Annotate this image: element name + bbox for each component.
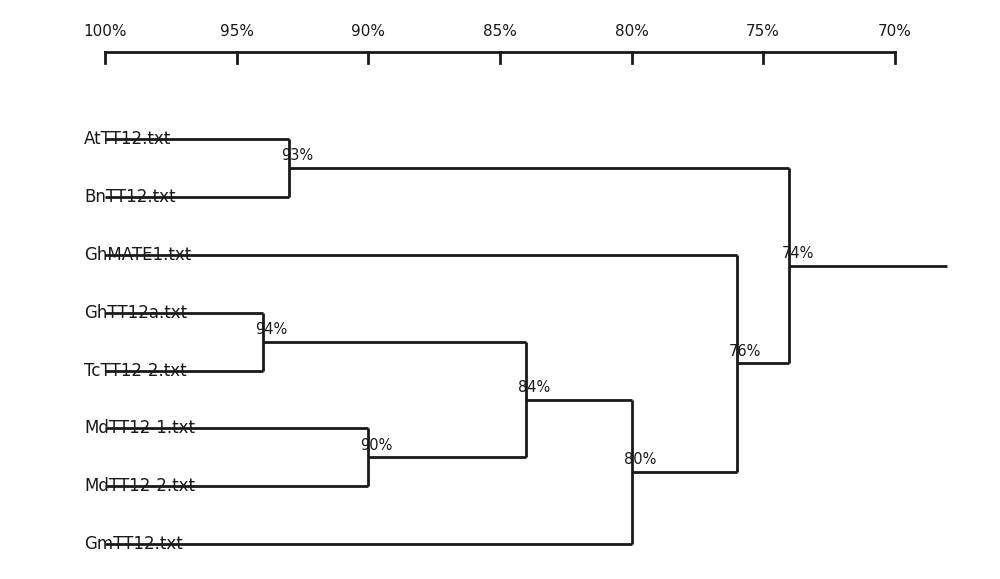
- Text: TcTT12-2.txt: TcTT12-2.txt: [84, 361, 187, 380]
- Text: BnTT12.txt: BnTT12.txt: [84, 188, 176, 206]
- Text: 90%: 90%: [361, 438, 393, 453]
- Text: 70%: 70%: [878, 24, 912, 39]
- Text: GhMATE1.txt: GhMATE1.txt: [84, 245, 191, 264]
- Text: 90%: 90%: [351, 24, 385, 39]
- Text: 93%: 93%: [282, 148, 314, 163]
- Text: 84%: 84%: [518, 380, 551, 395]
- Text: 75%: 75%: [746, 24, 780, 39]
- Text: 95%: 95%: [220, 24, 254, 39]
- Text: 74%: 74%: [782, 246, 814, 261]
- Text: MdTT12-1.txt: MdTT12-1.txt: [84, 419, 195, 438]
- Text: GhTT12a.txt: GhTT12a.txt: [84, 303, 187, 322]
- Text: 85%: 85%: [483, 24, 517, 39]
- Text: 80%: 80%: [624, 452, 656, 467]
- Text: 80%: 80%: [615, 24, 649, 39]
- Text: 94%: 94%: [255, 322, 288, 337]
- Text: GmTT12.txt: GmTT12.txt: [84, 535, 183, 554]
- Text: MdTT12-2.txt: MdTT12-2.txt: [84, 477, 195, 496]
- Text: AtTT12.txt: AtTT12.txt: [84, 130, 171, 148]
- Text: 76%: 76%: [729, 344, 761, 358]
- Text: 100%: 100%: [84, 24, 127, 39]
